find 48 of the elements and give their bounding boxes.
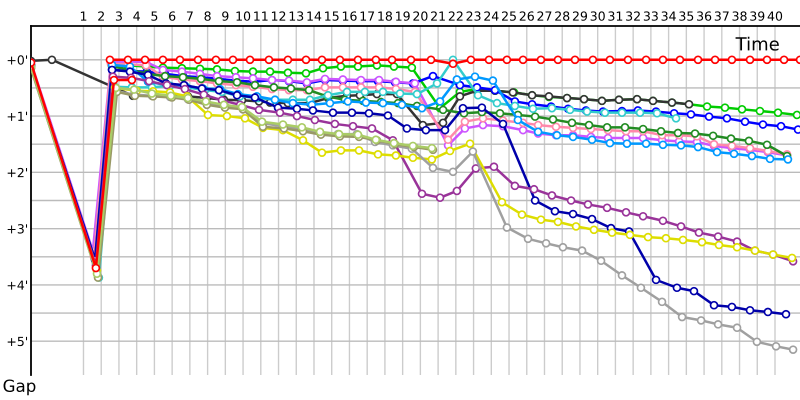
x-tick-label: 14 — [307, 12, 322, 21]
y-axis-title: Gap — [4, 379, 36, 396]
x-tick-label: 31 — [608, 11, 622, 21]
x-tick-label: 33 — [644, 11, 658, 21]
x-tick-label: 16 — [342, 11, 357, 21]
x-tick-label: 18 — [378, 11, 392, 21]
x-tick-label: 34 — [662, 11, 676, 21]
x-axis-title: Time — [736, 36, 779, 51]
x-tick-label: 39 — [750, 11, 764, 21]
x-tick-label: 6 — [169, 11, 176, 21]
x-tick-label: 2 — [98, 11, 104, 21]
x-tick-label: 27 — [537, 11, 552, 21]
x-tick-label: 26 — [520, 11, 534, 21]
x-tick-label: 17 — [360, 12, 374, 21]
x-tick-label: 29 — [572, 11, 588, 21]
y-tick-label: +4' — [8, 280, 28, 290]
x-tick-label: 7 — [186, 12, 193, 21]
x-tick-label: 23 — [466, 11, 481, 21]
x-tick-label: 32 — [626, 11, 640, 21]
x-tick-label: 12 — [272, 11, 286, 21]
x-tick-label: 5 — [151, 12, 158, 21]
x-tick-label: 11 — [254, 12, 268, 21]
y-tick-label: +0' — [8, 55, 28, 65]
x-tick-label: 28 — [555, 11, 570, 21]
y-tick-label: +5' — [8, 336, 28, 346]
x-tick-label: 20 — [413, 11, 428, 21]
x-tick-label: 15 — [325, 12, 339, 21]
x-tick-label: 19 — [396, 11, 410, 21]
y-tick-label: +1' — [8, 112, 28, 121]
x-tick-label: 13 — [290, 11, 304, 21]
x-tick-label: 9 — [222, 11, 228, 21]
x-tick-label: 38 — [732, 11, 747, 21]
x-tick-label: 22 — [448, 11, 463, 21]
x-tick-label: 1 — [80, 12, 86, 21]
x-tick-label: 4 — [133, 12, 140, 21]
x-tick-label: 3 — [116, 11, 122, 21]
x-tick-label: 40 — [768, 11, 782, 21]
x-tick-label: 36 — [697, 11, 712, 21]
x-tick-label: 24 — [484, 11, 499, 21]
x-tick-label: 25 — [502, 11, 516, 21]
x-tick-label: 21 — [431, 11, 445, 21]
x-tick-label: 35 — [679, 11, 694, 21]
x-tick-label: 8 — [204, 11, 211, 21]
x-tick-label: 30 — [590, 11, 605, 21]
y-tick-label: +3' — [8, 224, 28, 234]
y-tick-label: +2' — [8, 168, 28, 178]
x-tick-label: 10 — [236, 11, 250, 21]
x-tick-label: 37 — [714, 11, 729, 21]
